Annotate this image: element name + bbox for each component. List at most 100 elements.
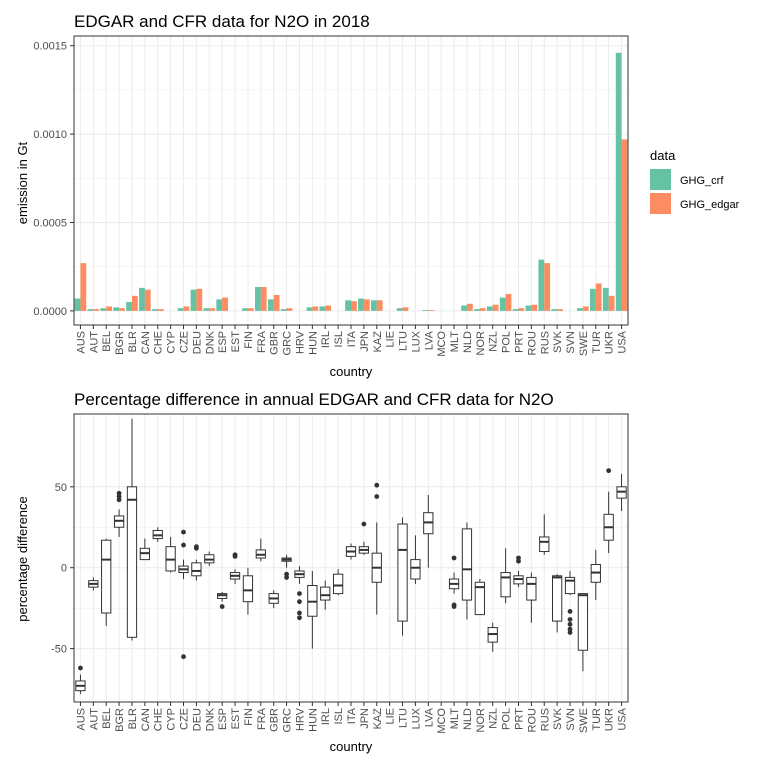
boxplot-cze: [178, 529, 189, 660]
boxplot-hrv: [294, 566, 305, 621]
bar-ghg-edgar-gbr: [273, 294, 280, 311]
boxplot-box: [320, 586, 331, 601]
bar-ghg-crf-bel: [100, 308, 107, 311]
bar-chart-x-tick-label: BEL: [101, 331, 113, 352]
boxplot-box: [577, 593, 589, 651]
boxplot-outlier: [284, 575, 289, 580]
bar-ghg-crf-pol: [499, 297, 506, 311]
bar-ghg-crf-usa: [615, 52, 622, 311]
boxplot-outlier: [451, 604, 457, 609]
bar-chart-x-axis-ticks: AUS AUT BEL BGR BLR CAN CHE CYP CZE DEU DNK ESP EST F…: [75, 325, 629, 357]
bar-ghg-edgar-cze: [183, 306, 190, 311]
bar-chart-x-tick-label: RUS: [539, 331, 551, 354]
box-chart-x-tick-label: ROU: [526, 708, 538, 733]
bar-ghg-edgar-swe: [582, 306, 589, 311]
bar-ghg-crf-deu: [190, 289, 197, 311]
box-chart-y-tick-label: 50: [55, 482, 67, 494]
boxplot-aus: [75, 665, 86, 694]
boxplot-box: [461, 528, 473, 601]
bar-ghg-edgar-nld: [466, 303, 473, 311]
bar-ghg-crf-blr: [126, 302, 132, 311]
bar-ghg-edgar-usa: [621, 139, 628, 311]
bar-ghg-crf-swe: [577, 308, 583, 311]
bar-ghg-crf-dnk: [203, 308, 210, 311]
bar-chart-x-tick-label: NLD: [462, 331, 474, 353]
box-chart-x-tick-label: ISL: [333, 708, 345, 725]
boxplot-nzl: [487, 622, 498, 652]
boxplot-box: [242, 575, 254, 603]
bar-chart-y-tick-label: 0.0010: [33, 129, 67, 141]
boxplot-est: [229, 552, 241, 584]
bar-ghg-crf-ita: [345, 300, 351, 311]
box-chart-x-tick-label: AUS: [75, 708, 87, 731]
boxplot-outlier: [374, 482, 380, 488]
boxplot-outlier: [451, 555, 457, 561]
bar-ghg-crf-can: [139, 287, 145, 311]
bar-chart-x-tick-label: SVN: [565, 331, 577, 354]
bar-ghg-crf-che: [151, 309, 158, 311]
legend-title: data: [650, 148, 676, 163]
box-chart-x-tick-label: TUR: [591, 708, 603, 731]
box-chart-x-tick-label: GBR: [269, 708, 281, 732]
bar-chart-x-tick-label: HRV: [294, 330, 306, 354]
boxplot-hun: [307, 570, 318, 649]
bar-chart-x-tick-label: JPN: [359, 331, 371, 352]
box-chart-x-tick-label: LUX: [410, 707, 422, 729]
legend-swatch-ghg-crf: [650, 169, 671, 190]
bar-chart-x-tick-label: CAN: [140, 331, 152, 354]
box-chart-x-tick-label: DNK: [204, 707, 216, 731]
bar-chart-x-tick-label: MLT: [449, 331, 461, 352]
bar-chart-y-tick-label: 0.0005: [33, 217, 67, 229]
bar-ghg-edgar-rus: [544, 263, 551, 311]
bar-ghg-edgar-prt: [518, 308, 525, 311]
bar-ghg-edgar-jpn: [363, 299, 370, 311]
legend-label-ghg-crf: GHG_crf: [680, 175, 724, 187]
boxplot-outlier: [606, 468, 612, 474]
boxplot-che: [152, 527, 163, 542]
bar-ghg-crf-hun: [306, 307, 313, 311]
bar-chart-x-tick-label: USA: [617, 330, 629, 353]
boxplot-outlier: [567, 621, 573, 627]
bar-chart-x-tick-label: BGR: [114, 331, 126, 355]
boxplot-tur: [590, 549, 601, 601]
bar-chart-x-tick-label: CZE: [179, 331, 191, 353]
bar-chart-y-axis-title: emission in Gt: [15, 141, 30, 224]
bar-chart-x-tick-label: CYP: [166, 331, 178, 354]
box-chart-x-tick-label: GRC: [282, 708, 294, 733]
bar-chart-x-tick-label: GBR: [269, 331, 281, 355]
bar-ghg-crf-grc: [280, 309, 287, 311]
box-chart-x-tick-label: SWE: [578, 708, 590, 733]
bar-chart-x-tick-label: LVA: [423, 330, 435, 350]
bar-chart-x-tick-label: GRC: [282, 331, 294, 356]
legend-label-ghg-edgar: GHG_edgar: [680, 199, 740, 211]
box-chart-x-axis-ticks: AUS AUT BEL BGR BLR CAN CHE CYP CZE DEU DNK ESP EST F…: [75, 702, 629, 734]
boxplot-fin: [242, 567, 254, 615]
boxplot-lux: [410, 535, 421, 584]
boxplot-svn: [564, 570, 576, 635]
bar-chart-x-tick-label: MCO: [436, 331, 448, 357]
bar-chart-x-tick-label: HUN: [307, 331, 319, 355]
box-chart-boxes: [75, 418, 627, 694]
bar-chart-x-tick-label: CHE: [153, 331, 165, 354]
boxplot-box: [564, 576, 576, 595]
bar-chart-x-axis-title: country: [330, 364, 373, 379]
boxplot-outlier: [297, 615, 302, 621]
bar-chart-x-tick-label: UKR: [604, 331, 616, 354]
boxplot-outlier: [181, 529, 186, 535]
box-chart-y-axis-ticks: -50 0 50: [51, 482, 74, 656]
box-chart-x-axis-title: country: [330, 739, 373, 754]
bar-chart-x-tick-label: TUR: [591, 331, 603, 354]
bar-chart-bars: [74, 52, 628, 311]
boxplot-usa: [616, 473, 627, 512]
bar-ghg-crf-bgr: [113, 307, 120, 311]
boxplot-outlier: [516, 555, 521, 561]
boxplot-kaz: [371, 482, 382, 615]
box-chart-x-tick-label: FIN: [243, 708, 255, 726]
boxplot-pol: [500, 548, 511, 604]
bar-chart-x-tick-label: IRL: [320, 331, 332, 348]
bar-ghg-edgar-aus: [80, 263, 87, 311]
boxplot-box: [191, 562, 202, 577]
bar-chart-x-tick-label: ISL: [333, 331, 345, 348]
boxplot-ukr: [603, 468, 614, 554]
boxplot-outlier: [297, 591, 302, 596]
